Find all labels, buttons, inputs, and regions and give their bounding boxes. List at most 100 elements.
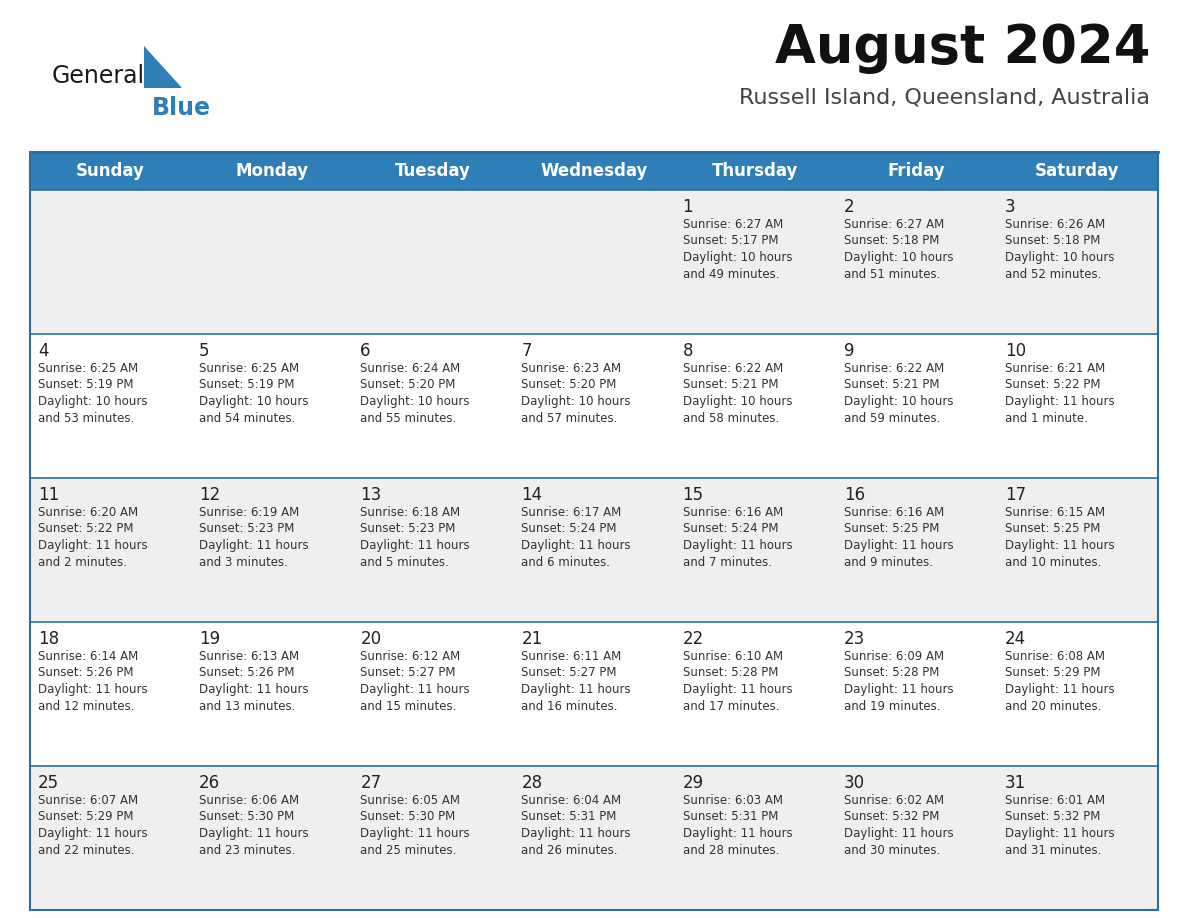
Text: Sunset: 5:25 PM: Sunset: 5:25 PM — [843, 522, 939, 535]
Text: 30: 30 — [843, 774, 865, 792]
Text: Daylight: 10 hours: Daylight: 10 hours — [843, 395, 953, 408]
Text: Daylight: 11 hours: Daylight: 11 hours — [843, 539, 953, 552]
Text: Daylight: 11 hours: Daylight: 11 hours — [683, 683, 792, 696]
Text: Sunset: 5:31 PM: Sunset: 5:31 PM — [522, 811, 617, 823]
Text: Daylight: 11 hours: Daylight: 11 hours — [843, 683, 953, 696]
Bar — [191, 334, 353, 478]
Bar — [835, 190, 997, 334]
Bar — [513, 190, 675, 334]
Text: Sunset: 5:31 PM: Sunset: 5:31 PM — [683, 811, 778, 823]
Bar — [30, 622, 191, 766]
Text: Sunset: 5:21 PM: Sunset: 5:21 PM — [683, 378, 778, 391]
Text: Sunrise: 6:13 AM: Sunrise: 6:13 AM — [200, 650, 299, 663]
Text: 9: 9 — [843, 342, 854, 360]
Text: Daylight: 11 hours: Daylight: 11 hours — [1005, 395, 1114, 408]
Text: Sunrise: 6:14 AM: Sunrise: 6:14 AM — [38, 650, 138, 663]
Text: Daylight: 11 hours: Daylight: 11 hours — [200, 539, 309, 552]
Text: Monday: Monday — [235, 162, 308, 180]
Bar — [513, 622, 675, 766]
Text: Daylight: 11 hours: Daylight: 11 hours — [683, 827, 792, 840]
Text: and 31 minutes.: and 31 minutes. — [1005, 844, 1101, 856]
Text: 29: 29 — [683, 774, 703, 792]
Bar — [191, 478, 353, 622]
Text: Sunset: 5:25 PM: Sunset: 5:25 PM — [1005, 522, 1100, 535]
Text: and 23 minutes.: and 23 minutes. — [200, 844, 296, 856]
Text: Sunset: 5:24 PM: Sunset: 5:24 PM — [683, 522, 778, 535]
Text: Sunrise: 6:07 AM: Sunrise: 6:07 AM — [38, 794, 138, 807]
Bar — [191, 766, 353, 910]
Text: 4: 4 — [38, 342, 49, 360]
Text: and 13 minutes.: and 13 minutes. — [200, 700, 296, 712]
Bar — [353, 334, 513, 478]
Text: Daylight: 11 hours: Daylight: 11 hours — [360, 683, 470, 696]
Text: and 59 minutes.: and 59 minutes. — [843, 411, 940, 424]
Text: 28: 28 — [522, 774, 543, 792]
Text: and 2 minutes.: and 2 minutes. — [38, 555, 127, 568]
Text: Thursday: Thursday — [712, 162, 798, 180]
Text: and 15 minutes.: and 15 minutes. — [360, 700, 456, 712]
Text: Sunset: 5:18 PM: Sunset: 5:18 PM — [843, 234, 939, 248]
Bar — [30, 152, 1158, 910]
Text: 12: 12 — [200, 486, 221, 504]
Bar — [353, 766, 513, 910]
Bar — [513, 478, 675, 622]
Text: and 30 minutes.: and 30 minutes. — [843, 844, 940, 856]
Text: Sunrise: 6:23 AM: Sunrise: 6:23 AM — [522, 362, 621, 375]
Text: Sunrise: 6:18 AM: Sunrise: 6:18 AM — [360, 506, 461, 519]
Bar — [353, 152, 513, 190]
Text: Sunset: 5:21 PM: Sunset: 5:21 PM — [843, 378, 940, 391]
Text: Russell Island, Queensland, Australia: Russell Island, Queensland, Australia — [739, 88, 1150, 108]
Text: Sunrise: 6:12 AM: Sunrise: 6:12 AM — [360, 650, 461, 663]
Text: Sunset: 5:17 PM: Sunset: 5:17 PM — [683, 234, 778, 248]
Bar — [30, 152, 191, 190]
Text: Daylight: 11 hours: Daylight: 11 hours — [1005, 539, 1114, 552]
Text: Daylight: 11 hours: Daylight: 11 hours — [843, 827, 953, 840]
Text: Daylight: 11 hours: Daylight: 11 hours — [38, 539, 147, 552]
Text: Sunrise: 6:22 AM: Sunrise: 6:22 AM — [683, 362, 783, 375]
Text: 27: 27 — [360, 774, 381, 792]
Bar — [191, 622, 353, 766]
Text: 1: 1 — [683, 198, 693, 216]
Text: Daylight: 11 hours: Daylight: 11 hours — [360, 827, 470, 840]
Text: and 17 minutes.: and 17 minutes. — [683, 700, 779, 712]
Bar — [30, 190, 191, 334]
Text: Sunrise: 6:17 AM: Sunrise: 6:17 AM — [522, 506, 621, 519]
Text: Daylight: 10 hours: Daylight: 10 hours — [1005, 251, 1114, 264]
Text: Sunset: 5:26 PM: Sunset: 5:26 PM — [200, 666, 295, 679]
Bar — [675, 478, 835, 622]
Text: Sunset: 5:19 PM: Sunset: 5:19 PM — [200, 378, 295, 391]
Bar — [997, 478, 1158, 622]
Text: Sunset: 5:20 PM: Sunset: 5:20 PM — [360, 378, 456, 391]
Text: Sunset: 5:29 PM: Sunset: 5:29 PM — [38, 811, 133, 823]
Text: Daylight: 11 hours: Daylight: 11 hours — [522, 539, 631, 552]
Bar — [191, 190, 353, 334]
Text: 10: 10 — [1005, 342, 1026, 360]
Bar — [353, 190, 513, 334]
Text: Sunset: 5:30 PM: Sunset: 5:30 PM — [360, 811, 455, 823]
Text: and 7 minutes.: and 7 minutes. — [683, 555, 771, 568]
Text: Sunset: 5:18 PM: Sunset: 5:18 PM — [1005, 234, 1100, 248]
Bar — [353, 478, 513, 622]
Text: Sunset: 5:28 PM: Sunset: 5:28 PM — [843, 666, 939, 679]
Bar — [835, 152, 997, 190]
Text: and 3 minutes.: and 3 minutes. — [200, 555, 287, 568]
Text: 20: 20 — [360, 630, 381, 648]
Text: Sunrise: 6:01 AM: Sunrise: 6:01 AM — [1005, 794, 1105, 807]
Bar — [997, 334, 1158, 478]
Text: Daylight: 11 hours: Daylight: 11 hours — [1005, 827, 1114, 840]
Text: and 51 minutes.: and 51 minutes. — [843, 267, 940, 281]
Text: Saturday: Saturday — [1035, 162, 1119, 180]
Text: Sunrise: 6:20 AM: Sunrise: 6:20 AM — [38, 506, 138, 519]
Text: Sunset: 5:32 PM: Sunset: 5:32 PM — [843, 811, 939, 823]
Text: and 25 minutes.: and 25 minutes. — [360, 844, 456, 856]
Bar — [30, 766, 191, 910]
Text: and 5 minutes.: and 5 minutes. — [360, 555, 449, 568]
Text: 17: 17 — [1005, 486, 1026, 504]
Text: Sunrise: 6:08 AM: Sunrise: 6:08 AM — [1005, 650, 1105, 663]
Text: Sunrise: 6:16 AM: Sunrise: 6:16 AM — [843, 506, 944, 519]
Polygon shape — [144, 46, 182, 88]
Text: 15: 15 — [683, 486, 703, 504]
Text: Sunset: 5:22 PM: Sunset: 5:22 PM — [38, 522, 133, 535]
Bar — [835, 334, 997, 478]
Text: Sunrise: 6:24 AM: Sunrise: 6:24 AM — [360, 362, 461, 375]
